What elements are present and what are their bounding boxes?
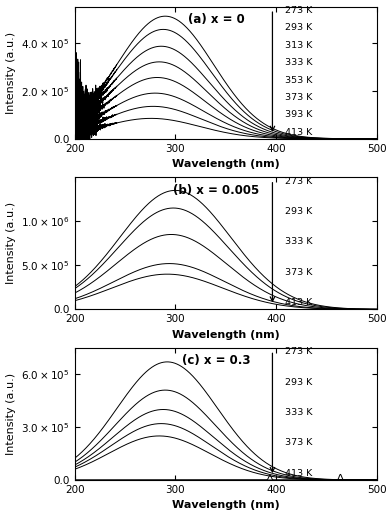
Text: 373 K: 373 K <box>285 439 312 447</box>
Text: 413 K: 413 K <box>285 469 312 478</box>
Text: (b) x = 0.005: (b) x = 0.005 <box>173 184 260 197</box>
Text: 373 K: 373 K <box>285 93 312 102</box>
Text: 293 K: 293 K <box>285 23 312 33</box>
Text: 293 K: 293 K <box>285 378 312 386</box>
Text: 273 K: 273 K <box>285 176 312 186</box>
Text: 293 K: 293 K <box>285 207 312 216</box>
X-axis label: Wavelength (nm): Wavelength (nm) <box>172 501 279 510</box>
Text: (a) x = 0: (a) x = 0 <box>188 13 245 26</box>
Text: 373 K: 373 K <box>285 268 312 277</box>
Y-axis label: Intensity (a.u.): Intensity (a.u.) <box>5 202 16 284</box>
Text: 353 K: 353 K <box>285 75 312 85</box>
Text: 273 K: 273 K <box>285 6 312 15</box>
Y-axis label: Intensity (a.u.): Intensity (a.u.) <box>6 373 16 455</box>
X-axis label: Wavelength (nm): Wavelength (nm) <box>172 330 279 340</box>
Text: 413 K: 413 K <box>285 127 312 137</box>
Y-axis label: Intensity (a.u.): Intensity (a.u.) <box>6 31 16 114</box>
Text: (c) x = 0.3: (c) x = 0.3 <box>182 354 251 367</box>
Text: 313 K: 313 K <box>285 41 312 50</box>
Text: 333 K: 333 K <box>285 408 312 417</box>
Text: 393 K: 393 K <box>285 110 312 119</box>
Text: 413 K: 413 K <box>285 298 312 308</box>
X-axis label: Wavelength (nm): Wavelength (nm) <box>172 159 279 169</box>
Text: 333 K: 333 K <box>285 237 312 247</box>
Text: 273 K: 273 K <box>285 347 312 356</box>
Text: 333 K: 333 K <box>285 58 312 67</box>
